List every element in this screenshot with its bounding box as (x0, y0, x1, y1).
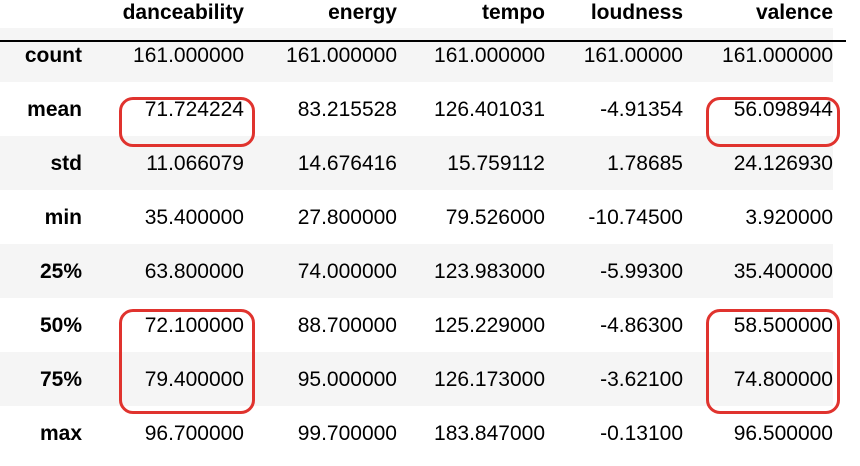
table-cell: 27.800000 (244, 190, 397, 244)
table-cell: 35.400000 (683, 244, 833, 298)
column-header: danceability (122, 1, 244, 24)
row-index: 25% (0, 244, 82, 298)
table-cell: 3.920000 (683, 190, 833, 244)
header-divider (0, 40, 846, 42)
row-index: min (0, 190, 82, 244)
table-cell: 15.759112 (397, 136, 545, 190)
index-header (0, 0, 82, 28)
table-cell: -3.62100 (545, 352, 683, 406)
table-cell: -4.86300 (545, 298, 683, 352)
table-cell: 95.000000 (244, 352, 397, 406)
table-row: min 35.400000 27.800000 79.526000 -10.74… (0, 190, 833, 244)
table-cell: 56.098944 (683, 82, 833, 136)
table-cell: 161.000000 (397, 28, 545, 82)
column-header: valence (755, 1, 833, 24)
table-cell: 161.000000 (82, 28, 244, 82)
table-cell: -5.99300 (545, 244, 683, 298)
table-cell: 161.000000 (244, 28, 397, 82)
column-header: energy (328, 1, 397, 24)
table-cell: 63.800000 (82, 244, 244, 298)
row-index: 75% (0, 352, 82, 406)
describe-table: danceability energy tempo loudness valen… (0, 0, 833, 460)
table-cell: 183.847000 (397, 406, 545, 460)
table-cell: -10.74500 (545, 190, 683, 244)
table-cell: 24.126930 (683, 136, 833, 190)
table-cell: 96.700000 (82, 406, 244, 460)
table-cell: 161.000000 (683, 28, 833, 82)
table-row: std 11.066079 14.676416 15.759112 1.7868… (0, 136, 833, 190)
table-cell: 58.500000 (683, 298, 833, 352)
table-cell: -4.91354 (545, 82, 683, 136)
table-cell: 126.173000 (397, 352, 545, 406)
table-row: 25% 63.800000 74.000000 123.983000 -5.99… (0, 244, 833, 298)
table-cell: 123.983000 (397, 244, 545, 298)
table-cell: 161.00000 (545, 28, 683, 82)
table-row: 50% 72.100000 88.700000 125.229000 -4.86… (0, 298, 833, 352)
table-cell: 126.401031 (397, 82, 545, 136)
table-cell: 83.215528 (244, 82, 397, 136)
table-cell: 74.000000 (244, 244, 397, 298)
table-cell: 11.066079 (82, 136, 244, 190)
table-cell: 1.78685 (545, 136, 683, 190)
table-row: mean 71.724224 83.215528 126.401031 -4.9… (0, 82, 833, 136)
table-cell: 79.526000 (397, 190, 545, 244)
table-cell: 72.100000 (82, 298, 244, 352)
table-cell: 74.800000 (683, 352, 833, 406)
table-cell: 35.400000 (82, 190, 244, 244)
row-index: mean (0, 82, 82, 136)
table-row: count 161.000000 161.000000 161.000000 1… (0, 28, 833, 82)
table-cell: -0.13100 (545, 406, 683, 460)
table-row: max 96.700000 99.700000 183.847000 -0.13… (0, 406, 833, 460)
table-row: 75% 79.400000 95.000000 126.173000 -3.62… (0, 352, 833, 406)
column-header: tempo (482, 1, 545, 24)
row-index: 50% (0, 298, 82, 352)
row-index: count (0, 28, 82, 82)
table-cell: 125.229000 (397, 298, 545, 352)
table-cell: 99.700000 (244, 406, 397, 460)
row-index: max (0, 406, 82, 460)
row-index: std (0, 136, 82, 190)
table-cell: 79.400000 (82, 352, 244, 406)
table-cell: 88.700000 (244, 298, 397, 352)
header-row: danceability energy tempo loudness valen… (0, 0, 833, 28)
table-cell: 96.500000 (683, 406, 833, 460)
table-cell: 14.676416 (244, 136, 397, 190)
column-header: loudness (590, 1, 683, 24)
table-cell: 71.724224 (82, 82, 244, 136)
